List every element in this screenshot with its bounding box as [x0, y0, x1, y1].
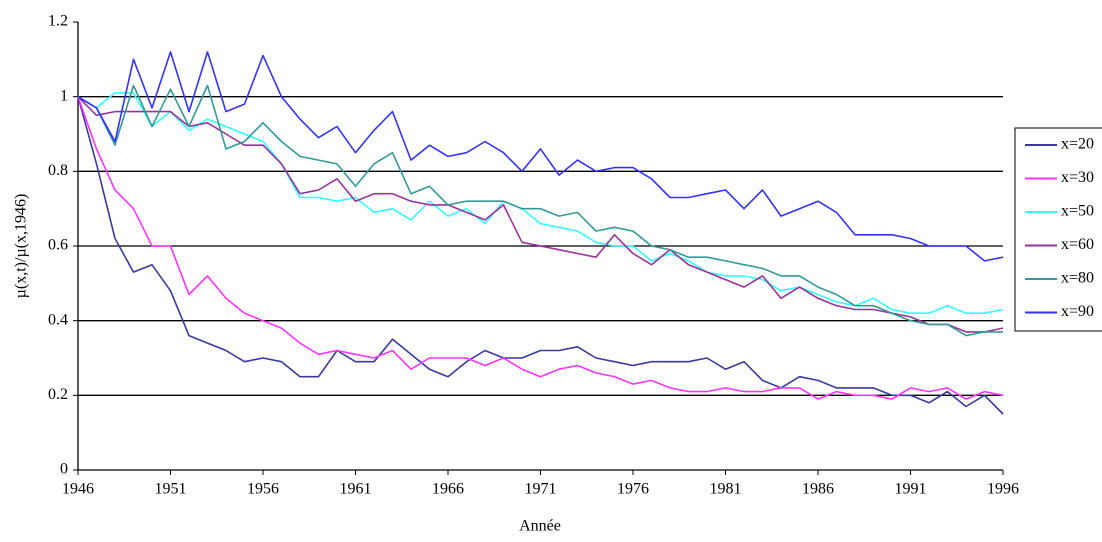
y-tick-label: 0.4 [48, 311, 68, 328]
x-tick-label: 1946 [62, 481, 94, 498]
y-tick-label: 1.2 [48, 13, 68, 30]
legend-label: x=90 [1061, 303, 1094, 320]
series-line [77, 96, 1004, 333]
legend-label: x=50 [1061, 203, 1094, 220]
x-tick-label: 1956 [247, 481, 279, 498]
series-line [77, 84, 1003, 337]
y-axis-label: µ(x,t)/µ(x,1946) [13, 194, 30, 299]
legend-box [1014, 127, 1102, 332]
x-tick-label: 1981 [710, 481, 742, 498]
x-tick-label: 1986 [802, 481, 834, 498]
x-tick-label: 1961 [340, 481, 372, 498]
y-tick-label: 0.8 [48, 162, 68, 179]
x-tick-label: 1991 [895, 481, 927, 498]
y-tick-label: 0 [60, 461, 68, 478]
x-tick-label: 1976 [617, 481, 649, 498]
series-line [77, 96, 1004, 415]
series-line [77, 51, 1004, 262]
legend-label: x=30 [1061, 169, 1094, 186]
legend-label: x=20 [1061, 136, 1094, 153]
x-axis-label: Année [519, 518, 561, 535]
x-tick-label: 1996 [987, 481, 1019, 498]
y-tick-label: 0.6 [48, 237, 68, 254]
y-tick-label: 0.2 [48, 386, 68, 403]
series-line [77, 92, 1004, 314]
x-tick-label: 1951 [155, 481, 187, 498]
y-tick-label: 1 [60, 87, 68, 104]
series-line [77, 96, 1004, 400]
legend-label: x=80 [1061, 270, 1094, 287]
x-tick-label: 1971 [525, 481, 557, 498]
legend-label: x=60 [1061, 236, 1094, 253]
x-tick-label: 1966 [432, 481, 464, 498]
